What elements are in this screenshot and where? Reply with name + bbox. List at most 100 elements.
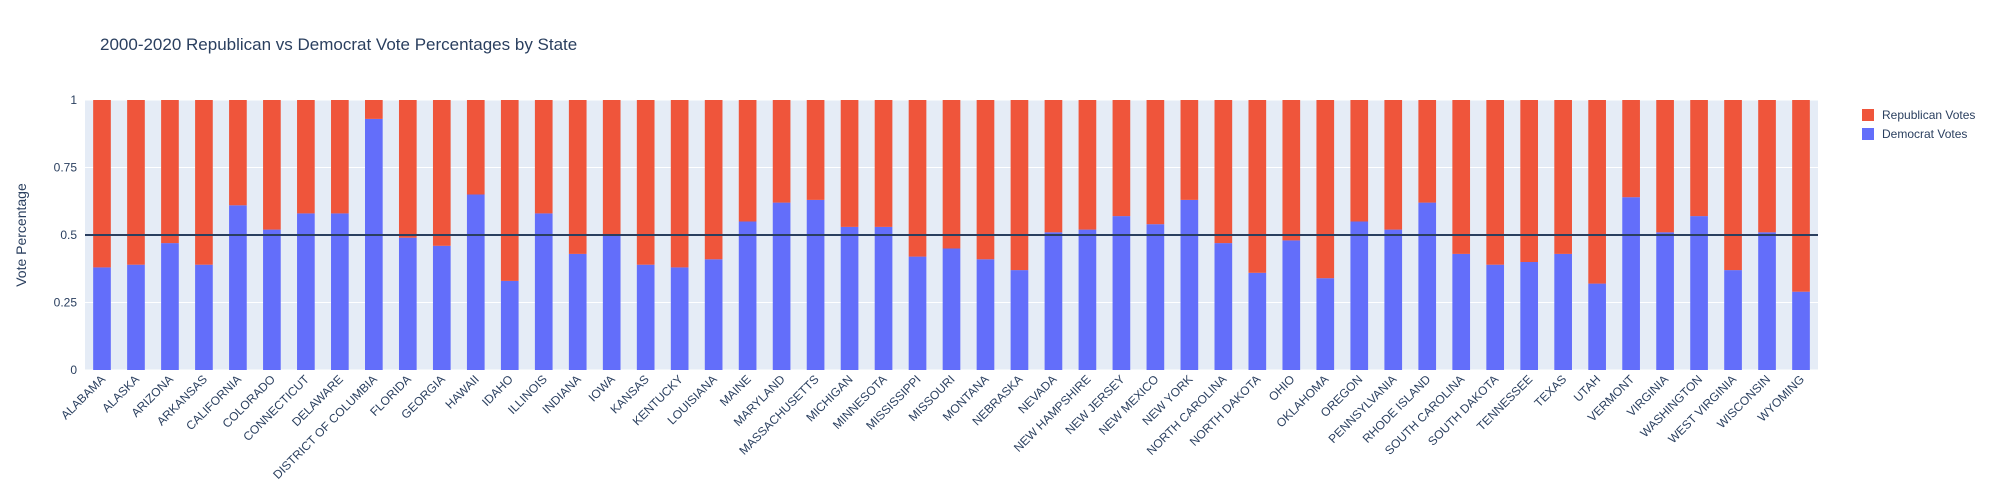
bar-republican[interactable]	[1418, 100, 1437, 203]
bar-republican[interactable]	[1656, 100, 1674, 233]
bar-republican[interactable]	[602, 100, 621, 235]
bar-republican[interactable]	[1588, 100, 1606, 284]
bar-republican[interactable]	[840, 100, 859, 227]
bar-democrat[interactable]	[364, 118, 383, 371]
bar-democrat[interactable]	[568, 253, 587, 370]
bar-democrat[interactable]	[772, 202, 791, 370]
bar-republican[interactable]	[1486, 100, 1505, 265]
legend-label[interactable]: Republican Votes	[1882, 108, 1975, 122]
bar-democrat[interactable]	[704, 259, 723, 370]
bar-republican[interactable]	[161, 100, 179, 244]
bar-democrat[interactable]	[942, 248, 961, 371]
bar-republican[interactable]	[1792, 100, 1810, 292]
bar-democrat[interactable]	[1010, 270, 1029, 370]
bar-democrat[interactable]	[432, 245, 451, 370]
bar-republican[interactable]	[398, 100, 417, 238]
bar-republican[interactable]	[1520, 100, 1539, 262]
bar-republican[interactable]	[1690, 100, 1708, 217]
bar-democrat[interactable]	[1554, 253, 1572, 370]
bar-democrat[interactable]	[636, 264, 655, 370]
bar-republican[interactable]	[1724, 100, 1742, 271]
legend-swatch[interactable]	[1862, 128, 1874, 140]
bar-democrat[interactable]	[331, 213, 349, 370]
bar-republican[interactable]	[1010, 100, 1029, 271]
bar-republican[interactable]	[1078, 100, 1097, 230]
bar-republican[interactable]	[500, 100, 519, 281]
bar-democrat[interactable]	[127, 264, 145, 370]
bar-democrat[interactable]	[1078, 229, 1097, 370]
bar-democrat[interactable]	[398, 237, 417, 370]
bar-democrat[interactable]	[976, 259, 995, 370]
bar-democrat[interactable]	[738, 221, 757, 371]
bar-democrat[interactable]	[195, 264, 213, 370]
bar-democrat[interactable]	[1656, 232, 1674, 370]
bar-democrat[interactable]	[908, 256, 927, 370]
bar-republican[interactable]	[1044, 100, 1063, 233]
bar-democrat[interactable]	[1758, 232, 1776, 370]
bar-democrat[interactable]	[1384, 229, 1403, 370]
bar-republican[interactable]	[127, 100, 145, 265]
bar-democrat[interactable]	[1146, 224, 1165, 370]
bar-democrat[interactable]	[1214, 243, 1233, 370]
bar-republican[interactable]	[1214, 100, 1233, 244]
bar-republican[interactable]	[364, 100, 383, 119]
bar-republican[interactable]	[263, 100, 281, 230]
bar-democrat[interactable]	[297, 213, 315, 370]
bar-democrat[interactable]	[1180, 199, 1199, 370]
bar-democrat[interactable]	[1486, 264, 1505, 370]
bar-republican[interactable]	[976, 100, 995, 260]
bar-republican[interactable]	[1350, 100, 1369, 222]
legend-swatch[interactable]	[1862, 109, 1874, 121]
bar-republican[interactable]	[466, 100, 485, 195]
bar-democrat[interactable]	[1418, 202, 1437, 370]
bar-democrat[interactable]	[263, 229, 281, 370]
bar-democrat[interactable]	[1520, 262, 1539, 370]
bar-republican[interactable]	[636, 100, 655, 265]
bar-republican[interactable]	[1622, 100, 1640, 198]
bar-democrat[interactable]	[1588, 283, 1606, 370]
bar-democrat[interactable]	[670, 267, 689, 370]
bar-republican[interactable]	[1452, 100, 1471, 254]
bar-republican[interactable]	[1384, 100, 1403, 230]
bar-republican[interactable]	[432, 100, 451, 246]
bar-republican[interactable]	[568, 100, 587, 254]
bar-republican[interactable]	[704, 100, 723, 260]
bar-republican[interactable]	[738, 100, 757, 222]
bar-democrat[interactable]	[93, 267, 111, 370]
bar-democrat[interactable]	[229, 205, 247, 370]
bar-democrat[interactable]	[466, 194, 485, 371]
bar-republican[interactable]	[908, 100, 927, 257]
bar-democrat[interactable]	[874, 226, 893, 370]
bar-democrat[interactable]	[1452, 253, 1471, 370]
bar-republican[interactable]	[1554, 100, 1572, 254]
bar-republican[interactable]	[1146, 100, 1165, 225]
bar-democrat[interactable]	[1316, 278, 1335, 370]
bar-republican[interactable]	[93, 100, 111, 268]
bar-republican[interactable]	[1282, 100, 1301, 241]
bar-republican[interactable]	[331, 100, 349, 214]
bar-republican[interactable]	[1758, 100, 1776, 233]
bar-republican[interactable]	[229, 100, 247, 206]
bar-republican[interactable]	[1248, 100, 1267, 273]
bar-republican[interactable]	[1180, 100, 1199, 200]
bar-democrat[interactable]	[1350, 221, 1369, 371]
bar-democrat[interactable]	[161, 243, 179, 370]
bar-democrat[interactable]	[806, 199, 825, 370]
bar-democrat[interactable]	[534, 213, 553, 370]
bar-republican[interactable]	[874, 100, 893, 227]
bar-republican[interactable]	[1112, 100, 1131, 217]
bar-democrat[interactable]	[1690, 216, 1708, 370]
bar-democrat[interactable]	[840, 226, 859, 370]
bar-democrat[interactable]	[1248, 272, 1267, 370]
bar-democrat[interactable]	[1112, 216, 1131, 370]
bar-republican[interactable]	[297, 100, 315, 214]
legend-label[interactable]: Democrat Votes	[1882, 127, 1967, 141]
bar-republican[interactable]	[942, 100, 961, 249]
bar-democrat[interactable]	[500, 280, 519, 370]
bar-republican[interactable]	[1316, 100, 1335, 279]
bar-democrat[interactable]	[1282, 240, 1301, 370]
bar-republican[interactable]	[670, 100, 689, 268]
bar-democrat[interactable]	[602, 235, 621, 370]
bar-democrat[interactable]	[1622, 197, 1640, 370]
bar-republican[interactable]	[772, 100, 791, 203]
